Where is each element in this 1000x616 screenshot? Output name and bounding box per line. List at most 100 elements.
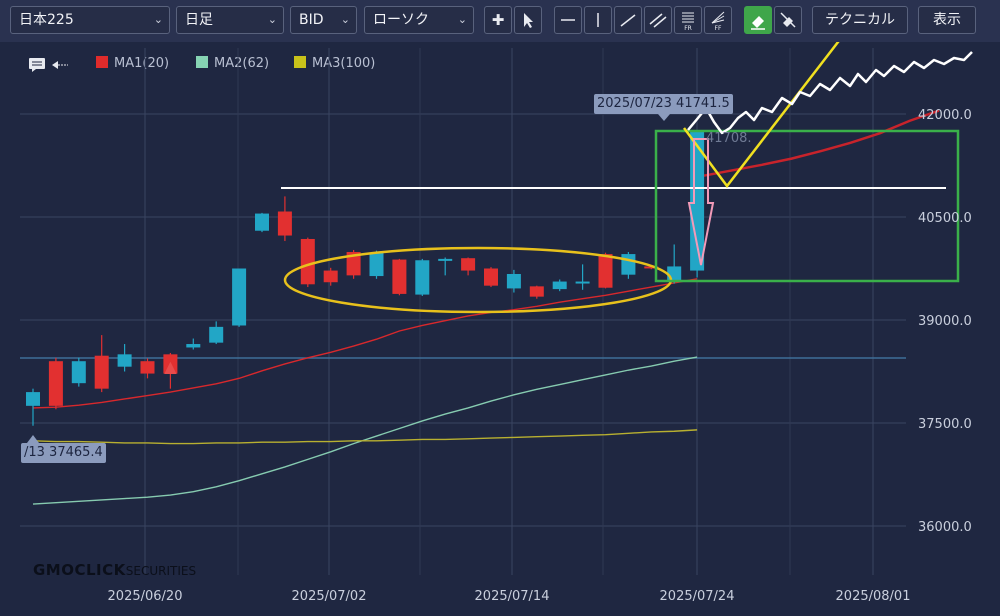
price-type-select[interactable]: BID ⌄ bbox=[290, 6, 357, 34]
vertical-line-icon bbox=[597, 13, 599, 27]
price-tick-label: 40500.0 bbox=[918, 211, 972, 226]
candle-body bbox=[26, 392, 40, 406]
fibonacci-retracement-button[interactable]: FR bbox=[674, 6, 702, 34]
price-tooltip-bottom: /13 37465.4 bbox=[21, 443, 106, 463]
timeframe-value: 日足 bbox=[185, 12, 213, 28]
fr-label: FR bbox=[684, 25, 692, 32]
price-tooltip-top: 2025/07/23 41741.5 bbox=[594, 94, 733, 114]
legend-ma1[interactable]: MA1(20) bbox=[96, 56, 169, 71]
user-drawings bbox=[281, 42, 973, 314]
candle-body bbox=[209, 326, 224, 343]
legend-toggle-button[interactable] bbox=[28, 57, 70, 77]
candle bbox=[255, 212, 269, 233]
date-tick-label: 2025/08/01 bbox=[836, 589, 911, 604]
candle-body bbox=[140, 361, 155, 374]
chevron-down-icon: ⌄ bbox=[340, 13, 350, 26]
chart-type-value: ローソク bbox=[373, 12, 429, 28]
candle-body bbox=[48, 361, 63, 406]
candle bbox=[140, 358, 155, 379]
legend-ma1-label: MA1(20) bbox=[114, 56, 170, 71]
crosshair-icon: ✚ bbox=[491, 11, 505, 29]
date-tick-label: 2025/07/24 bbox=[660, 589, 735, 604]
candle-body bbox=[300, 238, 315, 285]
ff-label: FF bbox=[714, 25, 722, 32]
candle-body bbox=[71, 361, 86, 384]
moving-average-line bbox=[32, 278, 698, 409]
candle bbox=[369, 250, 384, 279]
legend-ma2-label: MA2(62) bbox=[214, 56, 270, 71]
moving-average-line bbox=[702, 109, 940, 178]
candle-body bbox=[117, 354, 132, 367]
logo-sub: SECURITIES bbox=[125, 564, 197, 578]
candle-body bbox=[415, 260, 430, 295]
candle bbox=[71, 357, 86, 387]
horizontal-line-icon bbox=[561, 19, 575, 21]
date-tick-label: 2025/07/02 bbox=[292, 589, 367, 604]
legend-ma3[interactable]: MA3(100) bbox=[294, 56, 375, 71]
pointer-button[interactable] bbox=[514, 6, 542, 34]
ma2-swatch bbox=[196, 56, 208, 68]
chevron-down-icon: ⌄ bbox=[153, 13, 163, 26]
candle-body bbox=[323, 270, 338, 283]
candle bbox=[163, 352, 178, 389]
projection-line bbox=[682, 42, 840, 189]
moving-average-line bbox=[32, 429, 698, 445]
projection-wave bbox=[687, 51, 973, 135]
candle-body bbox=[598, 254, 613, 288]
crosshair-button[interactable]: ✚ bbox=[484, 6, 512, 34]
candle-body bbox=[277, 211, 292, 236]
down-arrow-icon bbox=[687, 138, 715, 266]
technical-button[interactable]: テクニカル bbox=[812, 6, 908, 34]
chart-toolbar: 日本225 ⌄ 日足 ⌄ BID ⌄ ローソク ⌄ ✚ FR FF テクニカル 表示 bbox=[0, 0, 1000, 42]
logo-main: GMOCLICK bbox=[33, 561, 126, 579]
candle-body bbox=[529, 286, 544, 297]
timeframe-select[interactable]: 日足 ⌄ bbox=[176, 6, 284, 34]
legend-ma3-label: MA3(100) bbox=[312, 56, 376, 71]
candle-body bbox=[575, 281, 590, 284]
date-tick-label: 2025/06/20 bbox=[108, 589, 183, 604]
candle-body bbox=[644, 266, 659, 269]
box-highlight bbox=[654, 129, 960, 283]
candle bbox=[552, 279, 567, 292]
instrument-value: 日本225 bbox=[19, 12, 74, 28]
candle-body bbox=[667, 266, 682, 281]
candle-body bbox=[346, 252, 361, 276]
moving-average-lines bbox=[32, 109, 940, 505]
horizontal-line-button[interactable] bbox=[554, 6, 582, 34]
candle-body bbox=[392, 259, 407, 294]
candle-body bbox=[552, 281, 567, 290]
candle bbox=[621, 252, 636, 279]
eraser-button[interactable] bbox=[744, 6, 772, 34]
candle bbox=[415, 258, 430, 296]
candle bbox=[277, 196, 292, 242]
price-axis: 42000.0 40500.0 39000.0 37500.0 36000.0 bbox=[918, 108, 972, 535]
candle-body bbox=[484, 268, 498, 286]
candle-body bbox=[621, 254, 636, 275]
fibonacci-fan-icon bbox=[711, 11, 725, 24]
candle-body bbox=[94, 355, 109, 389]
eraser-icon bbox=[751, 16, 765, 30]
legend-ma2[interactable]: MA2(62) bbox=[196, 56, 269, 71]
delete-all-drawings-button[interactable] bbox=[774, 6, 802, 34]
candle bbox=[461, 257, 476, 276]
candle-body bbox=[186, 344, 201, 348]
signal-marker-icon: ▲ bbox=[164, 357, 177, 376]
candle bbox=[117, 344, 132, 372]
candle bbox=[209, 321, 224, 345]
trend-line-button[interactable] bbox=[614, 6, 642, 34]
parallel-line-button[interactable] bbox=[644, 6, 672, 34]
display-button[interactable]: 表示 bbox=[918, 6, 976, 34]
chart-type-select[interactable]: ローソク ⌄ bbox=[364, 6, 474, 34]
vertical-line-button[interactable] bbox=[584, 6, 612, 34]
fibonacci-fan-button[interactable]: FF bbox=[704, 6, 732, 34]
faint-price-label: 41708. bbox=[706, 131, 752, 146]
candle bbox=[598, 252, 613, 289]
candle bbox=[484, 267, 498, 288]
instrument-select[interactable]: 日本225 ⌄ bbox=[10, 6, 170, 34]
candle-body bbox=[255, 213, 269, 231]
price-chart[interactable]: ▲ 42000.0 40500.0 39000.0 37500.0 36000.0 20… bbox=[0, 42, 1000, 616]
price-tick-label: 37500.0 bbox=[918, 417, 972, 432]
comment-and-arrow-icon bbox=[29, 58, 68, 72]
tooltip-pointer-icon bbox=[658, 114, 670, 121]
price-tick-label: 42000.0 bbox=[918, 108, 972, 123]
